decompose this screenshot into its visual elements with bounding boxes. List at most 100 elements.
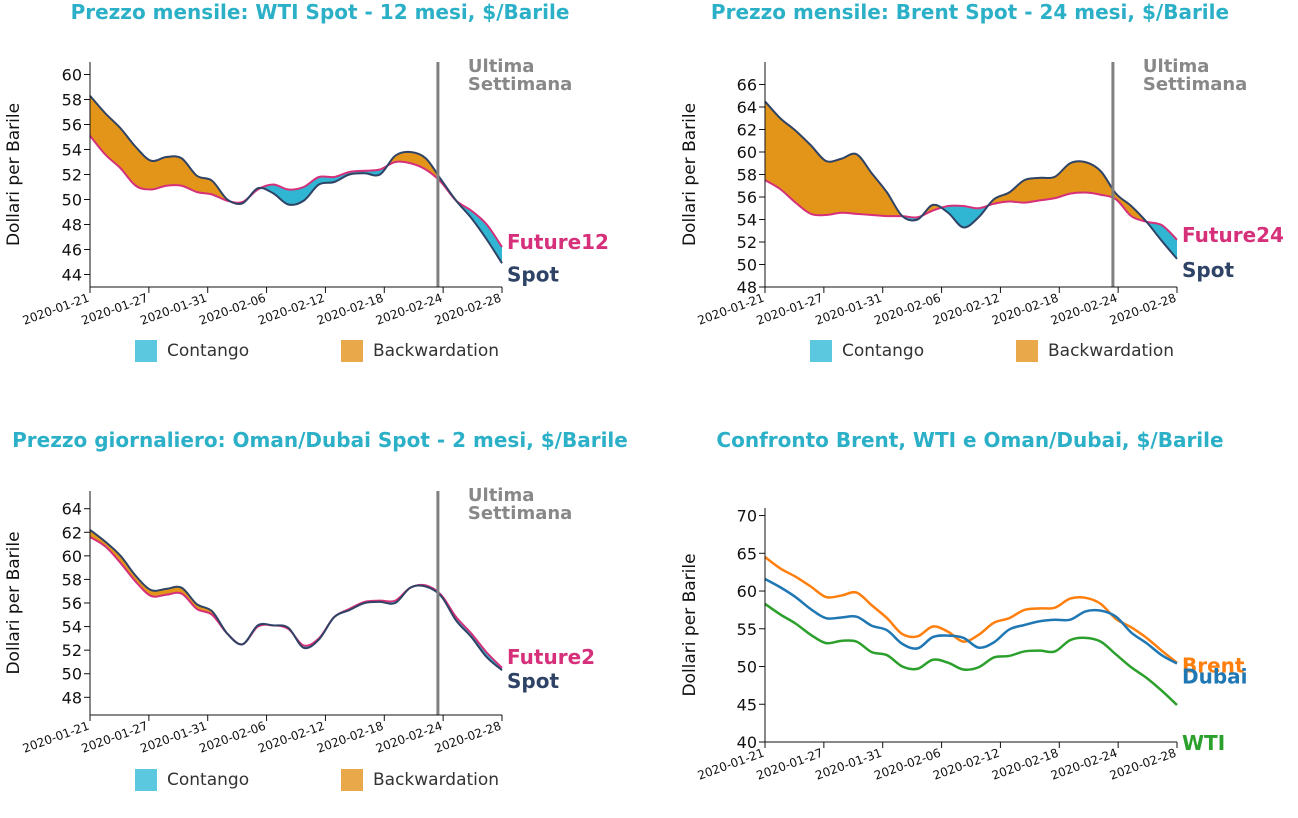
- legend-contango-label: Contango: [167, 770, 250, 790]
- contango-swatch: [810, 340, 832, 362]
- x-tick-label: 2020-01-21: [21, 719, 91, 756]
- x-tick-label: 2020-02-24: [1049, 291, 1119, 328]
- y-tick-label: 48: [62, 688, 82, 707]
- x-tick-label: 2020-02-06: [872, 291, 942, 328]
- annotation-label: Settimana: [1143, 74, 1247, 95]
- future-line: [89, 536, 503, 669]
- x-tick-label: 2020-02-28: [433, 719, 503, 756]
- y-tick-label: 60: [62, 66, 82, 85]
- legend-backwardation: Backwardation: [1016, 340, 1174, 362]
- y-tick-label: 62: [62, 523, 82, 542]
- legend-backwardation-label: Backwardation: [1048, 341, 1175, 361]
- y-tick-label: 46: [62, 241, 82, 260]
- series-line-wti: [764, 602, 1178, 706]
- y-tick-label: 70: [737, 507, 757, 526]
- x-tick-label: 2020-01-21: [21, 291, 91, 328]
- legend-contango-label: Contango: [167, 341, 250, 361]
- spot-line: [89, 95, 503, 264]
- y-tick-label: 54: [62, 618, 82, 637]
- chart-panel-brent: Prezzo mensile: Brent Spot - 24 mesi, $/…: [650, 0, 1290, 390]
- y-tick-label: 50: [737, 658, 757, 677]
- x-tick-label: 2020-02-18: [990, 291, 1060, 328]
- legend-contango: Contango: [135, 340, 249, 362]
- chart-title: Confronto Brent, WTI e Oman/Dubai, $/Bar…: [716, 428, 1224, 452]
- chart-title: Prezzo mensile: Brent Spot - 24 mesi, $/…: [710, 0, 1230, 24]
- y-axis-label: Dollari per Barile: [4, 103, 24, 246]
- x-tick-label: 2020-01-27: [755, 746, 825, 783]
- x-tick-label: 2020-01-27: [80, 291, 150, 328]
- y-tick-label: 52: [62, 166, 82, 185]
- y-tick-label: 52: [737, 233, 757, 252]
- y-axis-label: Dollari per Barile: [680, 553, 700, 696]
- x-tick-label: 2020-02-12: [931, 746, 1001, 783]
- x-tick-label: 2020-01-31: [813, 291, 883, 328]
- spot-series-label: Spot: [507, 669, 559, 693]
- annotation-label: Settimana: [468, 74, 572, 95]
- y-tick-label: 56: [62, 116, 82, 135]
- spot-series-label: Spot: [507, 262, 559, 286]
- legend-backwardation-label: Backwardation: [373, 770, 500, 790]
- y-tick-label: 65: [737, 544, 757, 563]
- y-axis-label: Dollari per Barile: [680, 103, 700, 246]
- x-tick-label: 2020-02-12: [931, 291, 1001, 328]
- series-label-wti: WTI: [1182, 731, 1225, 755]
- x-tick-label: 2020-02-06: [872, 746, 942, 783]
- y-tick-label: 50: [62, 191, 82, 210]
- chart-svg-wti: Dollari per Barile Future12 Spot UltimaSett…: [4, 56, 609, 328]
- x-tick-label: 2020-02-24: [374, 719, 444, 756]
- chart-panel-comparison: Confronto Brent, WTI e Oman/Dubai, $/Bar…: [650, 428, 1290, 818]
- series-line-brent: [764, 556, 1178, 664]
- future-series-label: Future12: [507, 230, 609, 254]
- backwardation-swatch: [341, 340, 363, 362]
- legend-contango: Contango: [135, 769, 249, 791]
- y-tick-label: 58: [62, 570, 82, 589]
- y-tick-label: 60: [737, 582, 757, 601]
- y-tick-label: 60: [737, 143, 757, 162]
- annotation-label: Ultima: [468, 485, 534, 506]
- x-tick-label: 2020-02-06: [197, 719, 267, 756]
- x-tick-label: 2020-01-27: [80, 719, 150, 756]
- x-tick-label: 2020-01-21: [696, 746, 766, 783]
- x-tick-label: 2020-02-18: [990, 746, 1060, 783]
- x-tick-label: 2020-02-18: [315, 291, 385, 328]
- y-axis-label: Dollari per Barile: [4, 531, 24, 674]
- backwardation-area: [90, 95, 502, 247]
- series-label-brent: Brent: [1182, 654, 1245, 678]
- series-line-dubai: [764, 577, 1178, 665]
- contango-swatch: [135, 769, 157, 791]
- y-tick-label: 64: [737, 98, 757, 117]
- y-tick-label: 56: [62, 594, 82, 613]
- future-line: [764, 179, 1178, 241]
- y-tick-label: 56: [737, 188, 757, 207]
- x-tick-label: 2020-02-28: [1108, 291, 1178, 328]
- chart-panel-dubai: Prezzo giornaliero: Oman/Dubai Spot - 2 …: [0, 428, 640, 818]
- legend-contango: Contango: [810, 340, 924, 362]
- backwardation-swatch: [341, 769, 363, 791]
- x-tick-label: 2020-01-31: [138, 719, 208, 756]
- chart-panel-wti: Prezzo mensile: WTI Spot - 12 mesi, $/Ba…: [0, 0, 640, 390]
- x-tick-label: 2020-01-27: [755, 291, 825, 328]
- contango-swatch: [135, 340, 157, 362]
- y-tick-label: 62: [737, 121, 757, 140]
- y-tick-label: 44: [62, 266, 82, 285]
- spot-line: [89, 529, 503, 671]
- y-tick-label: 64: [62, 500, 82, 519]
- x-tick-label: 2020-01-21: [696, 291, 766, 328]
- spot-series-label: Spot: [1182, 258, 1234, 282]
- y-tick-label: 50: [62, 665, 82, 684]
- annotation-label: Settimana: [468, 503, 572, 524]
- y-tick-label: 66: [737, 76, 757, 95]
- backwardation-swatch: [1016, 340, 1038, 362]
- x-tick-label: 2020-02-12: [256, 719, 326, 756]
- future-line: [89, 135, 503, 248]
- series-label-dubai: Dubai: [1182, 664, 1248, 688]
- chart-title: Prezzo mensile: WTI Spot - 12 mesi, $/Ba…: [70, 0, 570, 24]
- x-tick-label: 2020-01-31: [813, 746, 883, 783]
- x-tick-label: 2020-02-18: [315, 719, 385, 756]
- legend-contango-label: Contango: [842, 341, 925, 361]
- x-tick-label: 2020-02-28: [433, 291, 503, 328]
- annotation-label: Ultima: [468, 56, 534, 77]
- x-tick-label: 2020-02-24: [1049, 746, 1119, 783]
